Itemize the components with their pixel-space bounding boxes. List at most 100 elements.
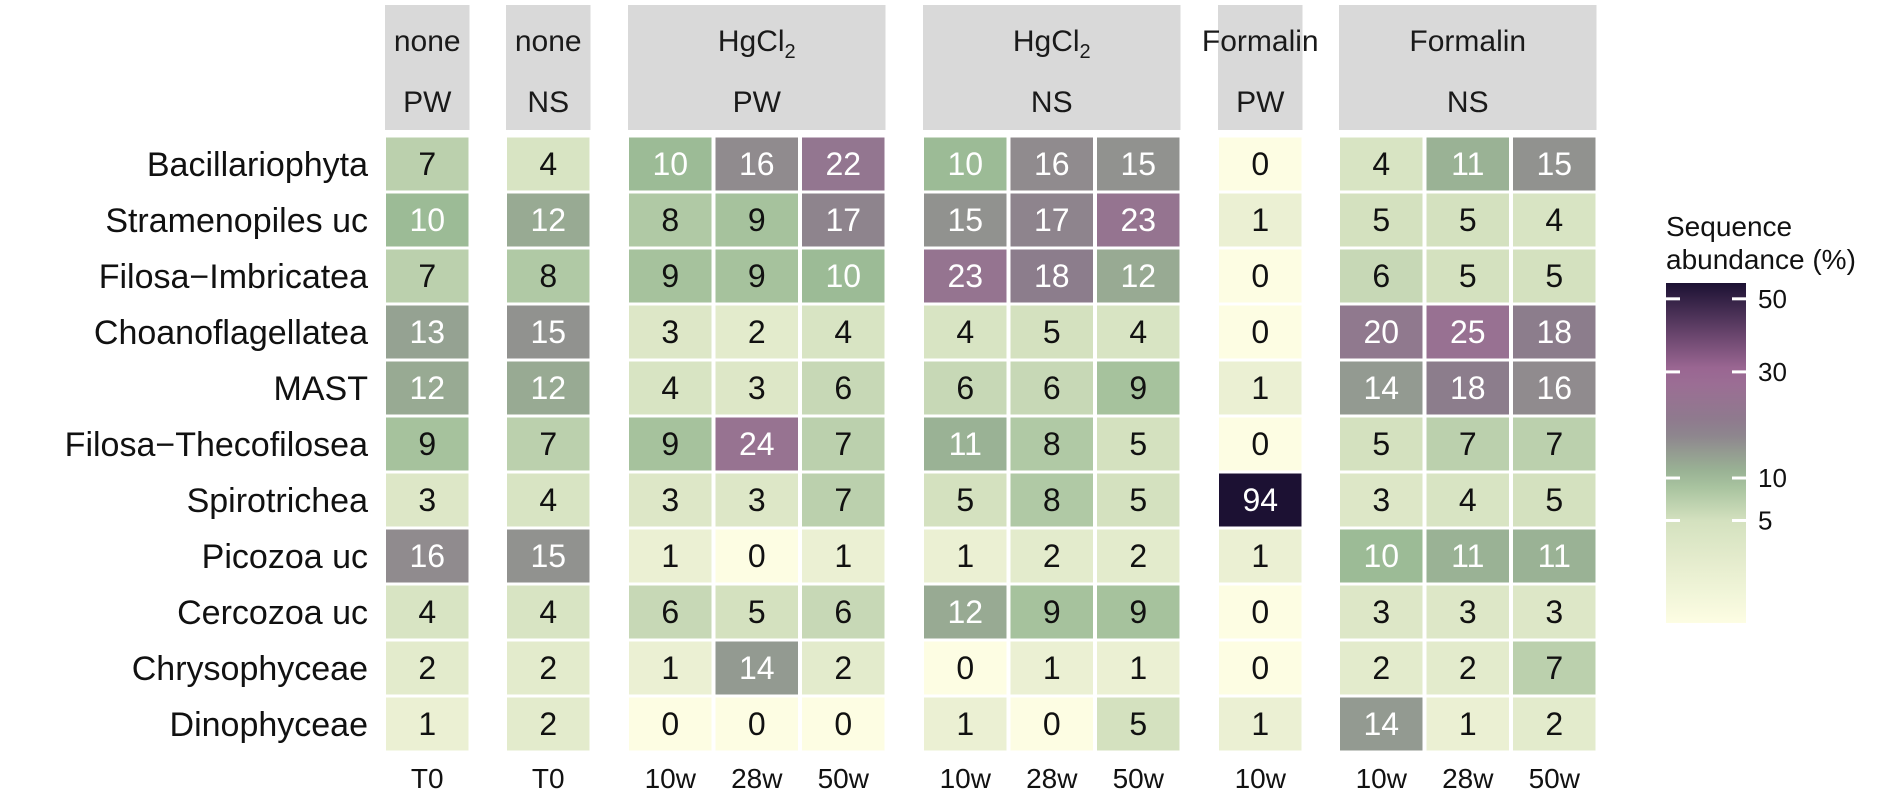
cell-value-label: 9 — [418, 426, 436, 462]
cell-value-label: 23 — [947, 258, 983, 294]
facet-strip — [923, 5, 1181, 130]
heatmap-cell — [1426, 193, 1509, 247]
cell-value-label: 3 — [661, 314, 679, 350]
heatmap-cell — [1426, 697, 1509, 751]
heatmap-cell — [1426, 641, 1509, 695]
heatmap-cell — [1097, 417, 1180, 471]
heatmap-cell — [629, 193, 712, 247]
cell-value-label: 7 — [834, 482, 852, 518]
heatmap-cell — [629, 417, 712, 471]
row-labels: Bacillariophyta Stramenopiles uc Filosa−Im… — [65, 146, 368, 744]
heatmap-cell — [802, 585, 885, 639]
heatmap-cell — [1426, 249, 1509, 303]
row-label: Dinophyceae — [170, 706, 368, 744]
cell-value-label: 1 — [1459, 706, 1477, 742]
cell-value-label: 7 — [418, 258, 436, 294]
heatmap-cell — [1010, 641, 1093, 695]
cell-value-label: 3 — [661, 482, 679, 518]
cell-value-label: 8 — [661, 202, 679, 238]
cell-value-label: 5 — [748, 594, 766, 630]
legend-colorbar — [1666, 283, 1746, 623]
cell-value-label: 7 — [539, 426, 557, 462]
x-tick-label: 50w — [1113, 763, 1165, 794]
heatmap-cell — [1010, 529, 1093, 583]
cell-value-label: 3 — [748, 482, 766, 518]
heatmap-cell — [802, 193, 885, 247]
heatmap-cell — [1097, 697, 1180, 751]
cell-value-label: 16 — [1034, 146, 1070, 182]
cell-value-label: 1 — [1129, 650, 1147, 686]
cell-value-label: 5 — [1043, 314, 1061, 350]
heatmap-cell — [802, 697, 885, 751]
heatmap-cell — [802, 137, 885, 191]
heatmap-cell — [1513, 305, 1596, 359]
x-tick-label: 28w — [1026, 763, 1078, 794]
cell-value-label: 5 — [1545, 258, 1563, 294]
cell-value-label: 20 — [1363, 314, 1399, 350]
heatmap-cell — [507, 585, 590, 639]
facet-sample-label: NS — [1447, 86, 1489, 119]
heatmap-cell — [1010, 249, 1093, 303]
heatmap-cell — [386, 249, 469, 303]
facet-strip — [628, 5, 886, 130]
facet-strip — [1218, 5, 1303, 130]
x-tick-label: 10w — [1235, 763, 1287, 794]
cell-value-label: 11 — [1451, 538, 1484, 574]
cell-value-label: 0 — [1251, 146, 1269, 182]
cell-value-label: 14 — [739, 650, 775, 686]
cell-value-label: 7 — [418, 146, 436, 182]
heatmap-cell — [924, 361, 1007, 415]
x-tick-label: 10w — [645, 763, 697, 794]
cell-value-label: 12 — [530, 202, 566, 238]
cell-value-label: 2 — [418, 650, 436, 686]
heatmap-cell — [1513, 249, 1596, 303]
cell-value-label: 1 — [956, 538, 974, 574]
heatmap-cell — [507, 361, 590, 415]
heatmap-cell — [386, 305, 469, 359]
legend-title: abundance (%) — [1666, 244, 1856, 275]
cell-value-label: 6 — [834, 370, 852, 406]
cell-value-label: 2 — [539, 650, 557, 686]
x-tick-label: 28w — [731, 763, 783, 794]
cell-value-label: 16 — [1536, 370, 1572, 406]
x-tick-label: 50w — [818, 763, 870, 794]
cell-value-label: 4 — [539, 146, 557, 182]
cell-value-label: 4 — [1129, 314, 1147, 350]
cell-value-label: 1 — [1043, 650, 1061, 686]
heatmap-cell — [1340, 585, 1423, 639]
heatmap-cell — [1513, 193, 1596, 247]
cell-value-label: 2 — [1459, 650, 1477, 686]
cell-value-label: 9 — [661, 258, 679, 294]
heatmap-cell — [1426, 137, 1509, 191]
heatmap-cell — [1513, 473, 1596, 527]
x-tick-label: 28w — [1442, 763, 1494, 794]
cell-value-label: 17 — [1034, 202, 1070, 238]
cell-value-label: 15 — [1536, 146, 1572, 182]
heatmap-cell — [1010, 697, 1093, 751]
cell-value-label: 94 — [1242, 482, 1278, 518]
cell-value-label: 14 — [1363, 706, 1399, 742]
cell-value-label: 8 — [539, 258, 557, 294]
heatmap-cell — [1219, 249, 1302, 303]
heatmap-cell — [1097, 305, 1180, 359]
facet-preservative-label: HgCl2 — [718, 25, 796, 63]
cell-value-label: 1 — [1251, 202, 1269, 238]
cell-value-label: 15 — [1120, 146, 1156, 182]
cell-value-label: 4 — [1545, 202, 1563, 238]
heatmap-cell — [715, 529, 798, 583]
facet-sample-label: PW — [733, 86, 782, 119]
legend-tick-label: 10 — [1758, 463, 1787, 493]
cell-value-label: 11 — [1451, 146, 1484, 182]
heatmap-cell — [1426, 473, 1509, 527]
cell-value-label: 0 — [1251, 314, 1269, 350]
x-tick-label: T0 — [411, 763, 444, 794]
row-label: Spirotrichea — [187, 482, 369, 520]
cell-value-label: 2 — [1545, 706, 1563, 742]
cell-value-label: 18 — [1450, 370, 1486, 406]
heatmap-cell — [1097, 249, 1180, 303]
heatmap-cell — [386, 137, 469, 191]
heatmap-cell — [1010, 417, 1093, 471]
cell-value-label: 0 — [1251, 258, 1269, 294]
heatmap-cell — [1097, 137, 1180, 191]
